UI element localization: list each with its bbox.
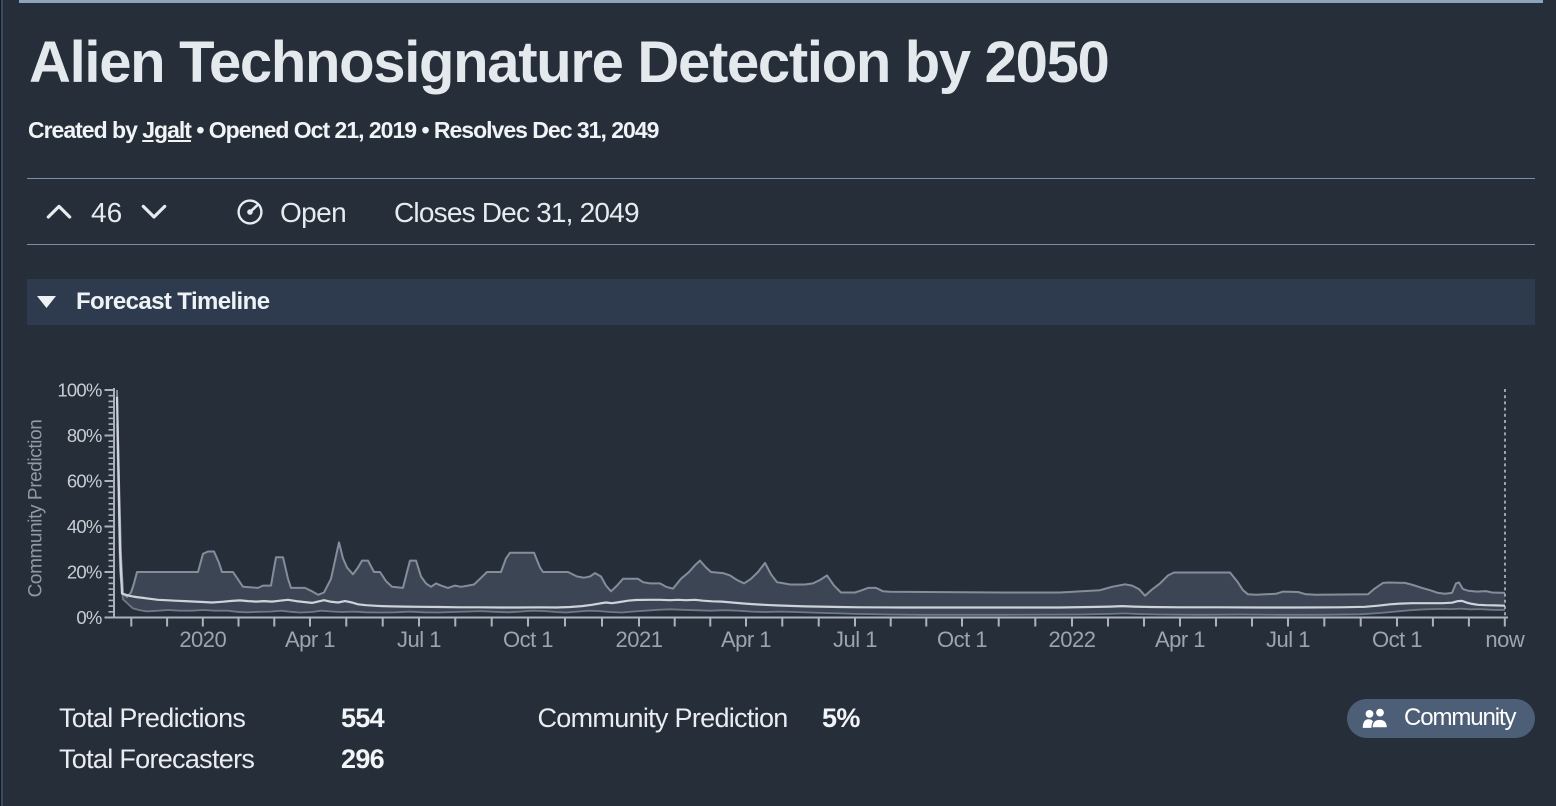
svg-text:20%: 20% bbox=[67, 562, 102, 583]
svg-text:Oct 1: Oct 1 bbox=[503, 627, 553, 652]
svg-text:60%: 60% bbox=[67, 471, 102, 492]
svg-text:now: now bbox=[1485, 627, 1524, 652]
svg-text:Jul 1: Jul 1 bbox=[833, 627, 877, 652]
svg-text:2021: 2021 bbox=[616, 627, 663, 652]
svg-text:Oct 1: Oct 1 bbox=[1372, 627, 1422, 652]
svg-text:Jul 1: Jul 1 bbox=[1266, 627, 1310, 652]
svg-text:Apr 1: Apr 1 bbox=[285, 627, 335, 652]
svg-text:2020: 2020 bbox=[179, 627, 226, 652]
svg-text:Jul 1: Jul 1 bbox=[397, 627, 441, 652]
svg-text:100%: 100% bbox=[57, 380, 101, 401]
svg-text:Community Prediction: Community Prediction bbox=[26, 420, 47, 598]
svg-text:Apr 1: Apr 1 bbox=[1155, 627, 1205, 652]
svg-text:40%: 40% bbox=[67, 516, 102, 537]
svg-text:0%: 0% bbox=[76, 607, 101, 628]
svg-text:80%: 80% bbox=[67, 425, 102, 446]
svg-text:Oct 1: Oct 1 bbox=[937, 627, 987, 652]
svg-text:Apr 1: Apr 1 bbox=[721, 627, 771, 652]
svg-text:2022: 2022 bbox=[1049, 627, 1096, 652]
